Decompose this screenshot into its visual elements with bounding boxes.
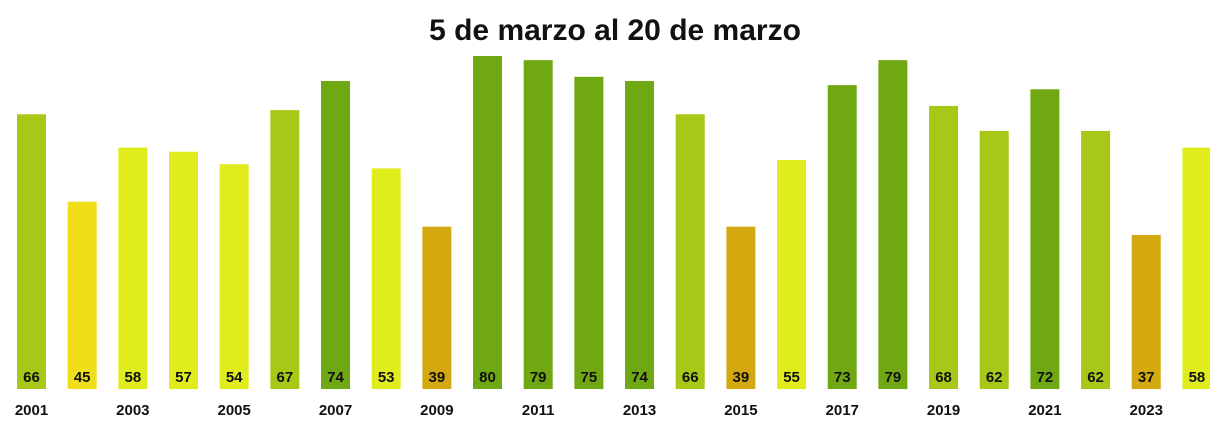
bar <box>371 168 401 389</box>
bar <box>422 226 452 389</box>
value-label: 45 <box>74 369 91 386</box>
value-label: 39 <box>429 369 446 386</box>
value-label: 79 <box>530 369 547 386</box>
bar <box>67 201 97 389</box>
bar <box>878 60 908 389</box>
x-tick-label: 2003 <box>116 402 149 419</box>
chart-title: 5 de marzo al 20 de marzo <box>429 14 801 47</box>
bar <box>625 80 655 389</box>
bar <box>574 76 604 389</box>
bar <box>1030 89 1060 390</box>
bar <box>1131 234 1161 389</box>
bar <box>118 147 148 389</box>
bar <box>675 114 705 390</box>
x-tick-label: 2005 <box>217 402 250 419</box>
value-label: 66 <box>682 369 699 386</box>
value-label: 67 <box>277 369 294 386</box>
bar <box>219 164 249 389</box>
value-label: 74 <box>631 369 648 386</box>
value-label: 57 <box>175 369 192 386</box>
value-label: 39 <box>733 369 750 386</box>
value-label: 74 <box>327 369 344 386</box>
value-label: 62 <box>986 369 1003 386</box>
x-tick-label: 2007 <box>319 402 352 419</box>
bar <box>929 105 959 389</box>
value-label: 73 <box>834 369 851 386</box>
bar <box>473 56 503 389</box>
value-label: 37 <box>1138 369 1155 386</box>
bar <box>827 85 857 389</box>
value-label: 53 <box>378 369 395 386</box>
x-tick-label: 2011 <box>522 402 555 419</box>
value-label: 80 <box>479 369 496 386</box>
value-label: 68 <box>935 369 952 386</box>
bar <box>321 80 351 389</box>
x-tick-label: 2023 <box>1130 402 1163 419</box>
value-label: 66 <box>23 369 40 386</box>
x-tick-label: 2019 <box>927 402 960 419</box>
bar <box>1182 147 1210 389</box>
value-label: 54 <box>226 369 243 386</box>
value-label: 79 <box>885 369 902 386</box>
bar <box>169 151 199 389</box>
bar <box>17 114 46 390</box>
bar <box>726 226 756 389</box>
bar <box>777 160 807 389</box>
value-label: 75 <box>581 369 598 386</box>
x-tick-label: 2001 <box>15 402 48 419</box>
x-tick-label: 2013 <box>623 402 656 419</box>
bar <box>1081 130 1111 390</box>
value-label: 72 <box>1037 369 1054 386</box>
x-tick-label: 2009 <box>420 402 453 419</box>
value-label: 55 <box>783 369 800 386</box>
value-label: 58 <box>124 369 141 386</box>
value-label: 58 <box>1189 369 1206 386</box>
x-tick-label: 2017 <box>826 402 859 419</box>
bar <box>523 60 553 389</box>
value-label: 62 <box>1087 369 1104 386</box>
x-tick-label: 2015 <box>724 402 757 419</box>
x-tick-label: 2021 <box>1028 402 1061 419</box>
bar <box>979 130 1009 390</box>
bar <box>270 110 300 390</box>
